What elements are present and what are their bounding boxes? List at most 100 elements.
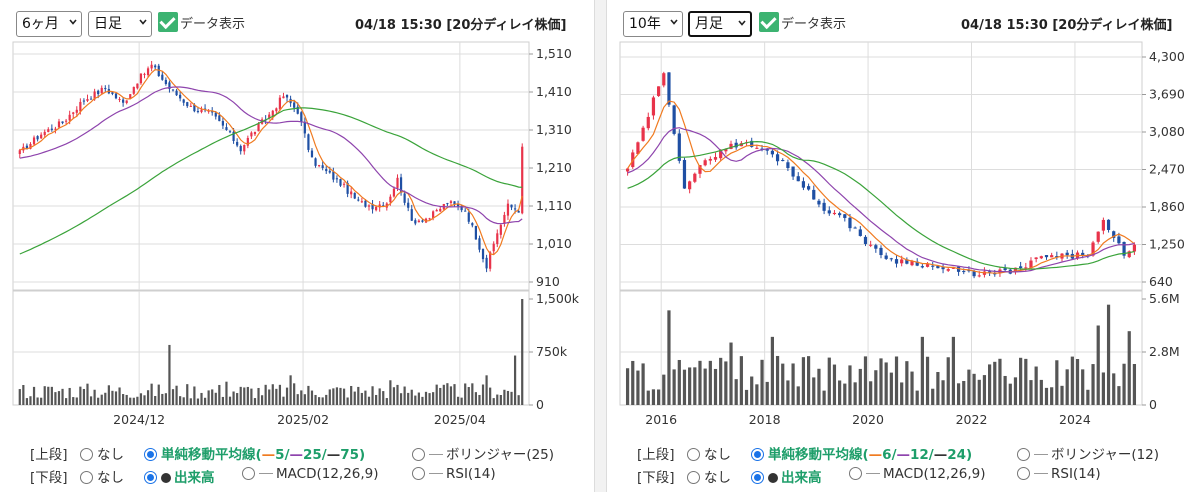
volume-tick-label: 0: [1149, 397, 1157, 412]
volume-bar: [86, 383, 89, 405]
candle-body: [889, 258, 893, 260]
candle-body: [250, 132, 253, 137]
volume-bar: [1019, 357, 1023, 405]
lower-none-option[interactable]: なし: [687, 466, 731, 486]
rsi-label: RSI(14): [1051, 466, 1101, 482]
y-tick-label: 1,860: [1149, 199, 1185, 214]
lower-volume-option[interactable]: 出来高: [144, 466, 215, 486]
candle-body: [1101, 219, 1105, 231]
candle-body: [729, 143, 733, 149]
volume-bar: [82, 388, 86, 405]
candle-body: [703, 160, 707, 166]
candle-body: [200, 109, 203, 113]
candle-body: [353, 193, 356, 199]
candle-body: [993, 273, 997, 275]
candle-body: [879, 247, 883, 256]
lower-none-option[interactable]: なし: [80, 466, 124, 486]
upper-none-option[interactable]: なし: [80, 443, 124, 463]
candle-body: [332, 171, 335, 180]
candle-body: [122, 99, 125, 103]
volume-bar: [946, 357, 950, 405]
chevron-down-icon: [139, 19, 147, 25]
interval-select[interactable]: 日足: [88, 11, 152, 37]
volume-bar: [977, 379, 981, 405]
candle-body: [364, 200, 367, 207]
candle-body: [796, 176, 800, 182]
volume-bar: [54, 392, 57, 405]
volume-bar: [521, 299, 524, 405]
volume-bar: [139, 393, 143, 405]
upper-bollinger-option[interactable]: ボリンジャー(25): [412, 443, 554, 463]
lower-rsi-option[interactable]: RSI(14): [412, 466, 496, 482]
upper-sma-option[interactable]: 単純移動平均線(—5/—25/—75): [144, 443, 365, 463]
volume-bar: [118, 387, 121, 405]
volume-label: 出来高: [174, 470, 215, 486]
candle-body: [396, 177, 399, 188]
period-value: 10年: [629, 16, 661, 32]
x-tick-label: 2018: [749, 412, 781, 427]
volume-bar: [392, 387, 396, 405]
candle-body: [698, 165, 702, 174]
candle-body: [225, 127, 228, 130]
volume-bar: [822, 390, 826, 405]
candle-body: [367, 205, 371, 207]
candle-body: [667, 72, 671, 105]
volume-bar: [228, 396, 232, 405]
volume-bar: [750, 376, 754, 405]
candle-body: [54, 128, 57, 130]
candle-body: [967, 270, 971, 272]
lower-macd-option[interactable]: MACD(12,26,9): [242, 466, 379, 482]
volume-bar: [303, 394, 306, 405]
volume-bar: [982, 375, 987, 405]
volume-bar: [68, 387, 71, 405]
candle-body: [775, 154, 780, 162]
x-tick-label: 2024/12: [113, 412, 165, 427]
candle-body: [439, 208, 442, 212]
candle-body: [1019, 266, 1023, 268]
volume-bar: [962, 380, 966, 405]
candle-body: [464, 210, 467, 212]
upper-none-label: なし: [704, 447, 731, 463]
volume-bar: [278, 384, 282, 405]
volume-bar: [382, 391, 385, 405]
upper-sma-option[interactable]: 単純移動平均線(—6/—12/—24): [751, 443, 972, 463]
data-display-checkbox[interactable]: [158, 12, 178, 32]
volume-bar: [389, 380, 392, 405]
volume-bar: [104, 392, 107, 405]
interval-select[interactable]: 月足: [688, 11, 752, 37]
volume-bar: [920, 336, 924, 405]
candle-body: [636, 142, 640, 155]
candle-body: [97, 90, 100, 95]
volume-bar: [100, 394, 103, 405]
lower-volume-option[interactable]: 出来高: [751, 466, 822, 486]
volume-bar: [843, 383, 847, 405]
volume-bar: [682, 369, 687, 405]
candle-body: [300, 112, 303, 122]
volume-bar: [713, 368, 718, 405]
candle-body: [211, 111, 214, 113]
volume-bar: [1029, 380, 1033, 405]
candle-body: [781, 160, 785, 162]
data-display-checkbox[interactable]: [759, 12, 779, 32]
volume-bar: [1013, 377, 1018, 405]
volume-bar: [446, 383, 449, 405]
upper-bollinger-option[interactable]: ボリンジャー(12): [1017, 443, 1159, 463]
period-select[interactable]: 10年: [623, 11, 683, 37]
data-display-label: データ表示: [180, 17, 246, 32]
candle-body: [417, 220, 420, 223]
candle-body: [407, 202, 410, 208]
lower-macd-option[interactable]: MACD(12,26,9): [849, 466, 986, 482]
volume-bar: [791, 363, 795, 405]
period-select[interactable]: 6ヶ月: [16, 11, 82, 37]
volume-bar: [651, 389, 656, 405]
candle-body: [104, 88, 107, 90]
upper-none-option[interactable]: なし: [687, 443, 731, 463]
volume-bar: [729, 342, 733, 405]
volume-bar: [1024, 358, 1028, 405]
volume-bar: [724, 361, 728, 405]
data-display-label: データ表示: [781, 17, 847, 32]
lower-rsi-option[interactable]: RSI(14): [1017, 466, 1101, 482]
volume-bar: [770, 336, 774, 405]
volume-bar: [29, 396, 32, 405]
volume-bar: [218, 384, 221, 405]
